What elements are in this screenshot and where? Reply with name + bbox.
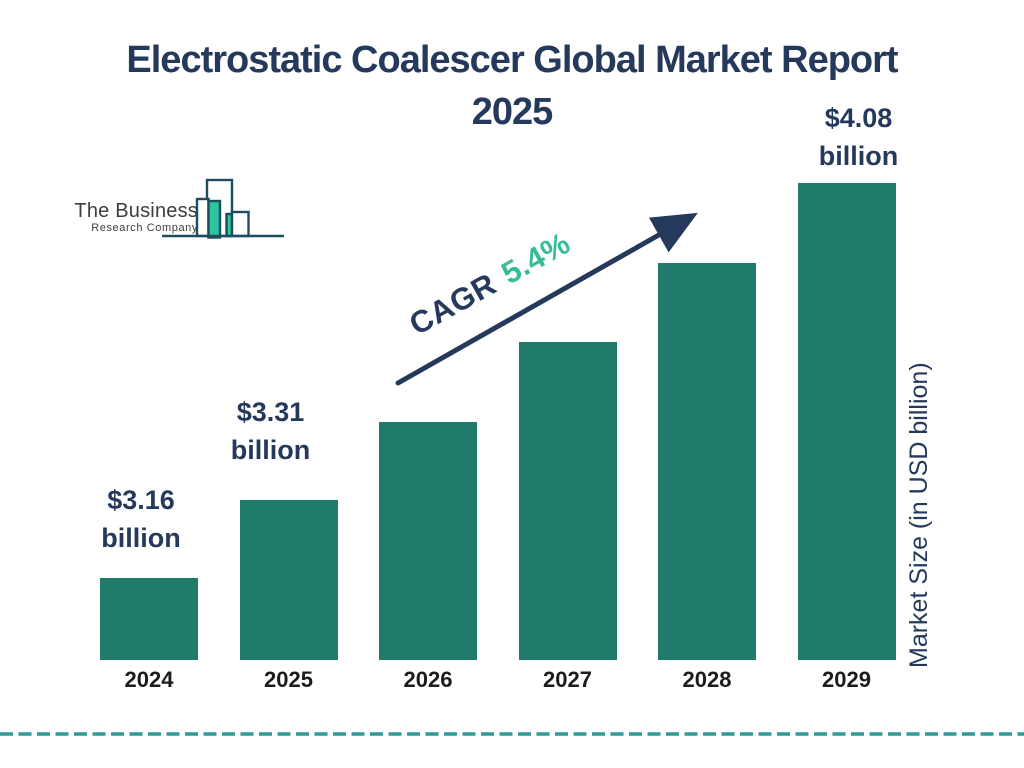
value-unit: billion [101, 523, 181, 553]
cagr-arrow [395, 212, 698, 386]
bar-2029 [797, 183, 896, 660]
bar-2027 [518, 342, 617, 660]
value-label-2024: $3.16 billion [101, 481, 180, 557]
company-name: The Business [74, 200, 198, 222]
x-tick-2028: 2028 [682, 667, 732, 692]
value-unit: billion [818, 141, 899, 171]
x-tick-2027: 2027 [543, 667, 592, 692]
value-amount: $4.08 [824, 103, 893, 133]
value-amount: $3.16 [107, 485, 175, 515]
bar-2025 [239, 500, 338, 660]
company-logo-text: The Business Research Company [74, 200, 198, 235]
x-tick-2025: 2025 [264, 667, 313, 692]
y-axis-label: Market Size (in USD billion) [905, 362, 933, 668]
company-subname: Research Company [91, 222, 198, 234]
x-tick-2029: 2029 [822, 667, 871, 692]
page-title-line1: Electrostatic Coalescer Global Market Re… [126, 39, 898, 81]
value-label-2029: $4.08 billion [819, 99, 898, 175]
bar-2028 [658, 263, 756, 660]
value-label-2025: $3.31 billion [231, 393, 310, 469]
bar-2024 [100, 578, 198, 660]
bottom-dashed-line [0, 732, 1024, 736]
bar-2026 [379, 422, 477, 660]
x-tick-2026: 2026 [403, 667, 453, 692]
logo-bars-icon [162, 178, 284, 239]
page-title-line2: 2025 [471, 91, 554, 133]
page-title: Electrostatic Coalescer Global Market Re… [0, 34, 1024, 138]
value-amount: $3.31 [236, 397, 305, 427]
value-unit: billion [230, 435, 311, 465]
company-logo: The Business Research Company [70, 176, 300, 246]
x-tick-2024: 2024 [124, 667, 174, 692]
